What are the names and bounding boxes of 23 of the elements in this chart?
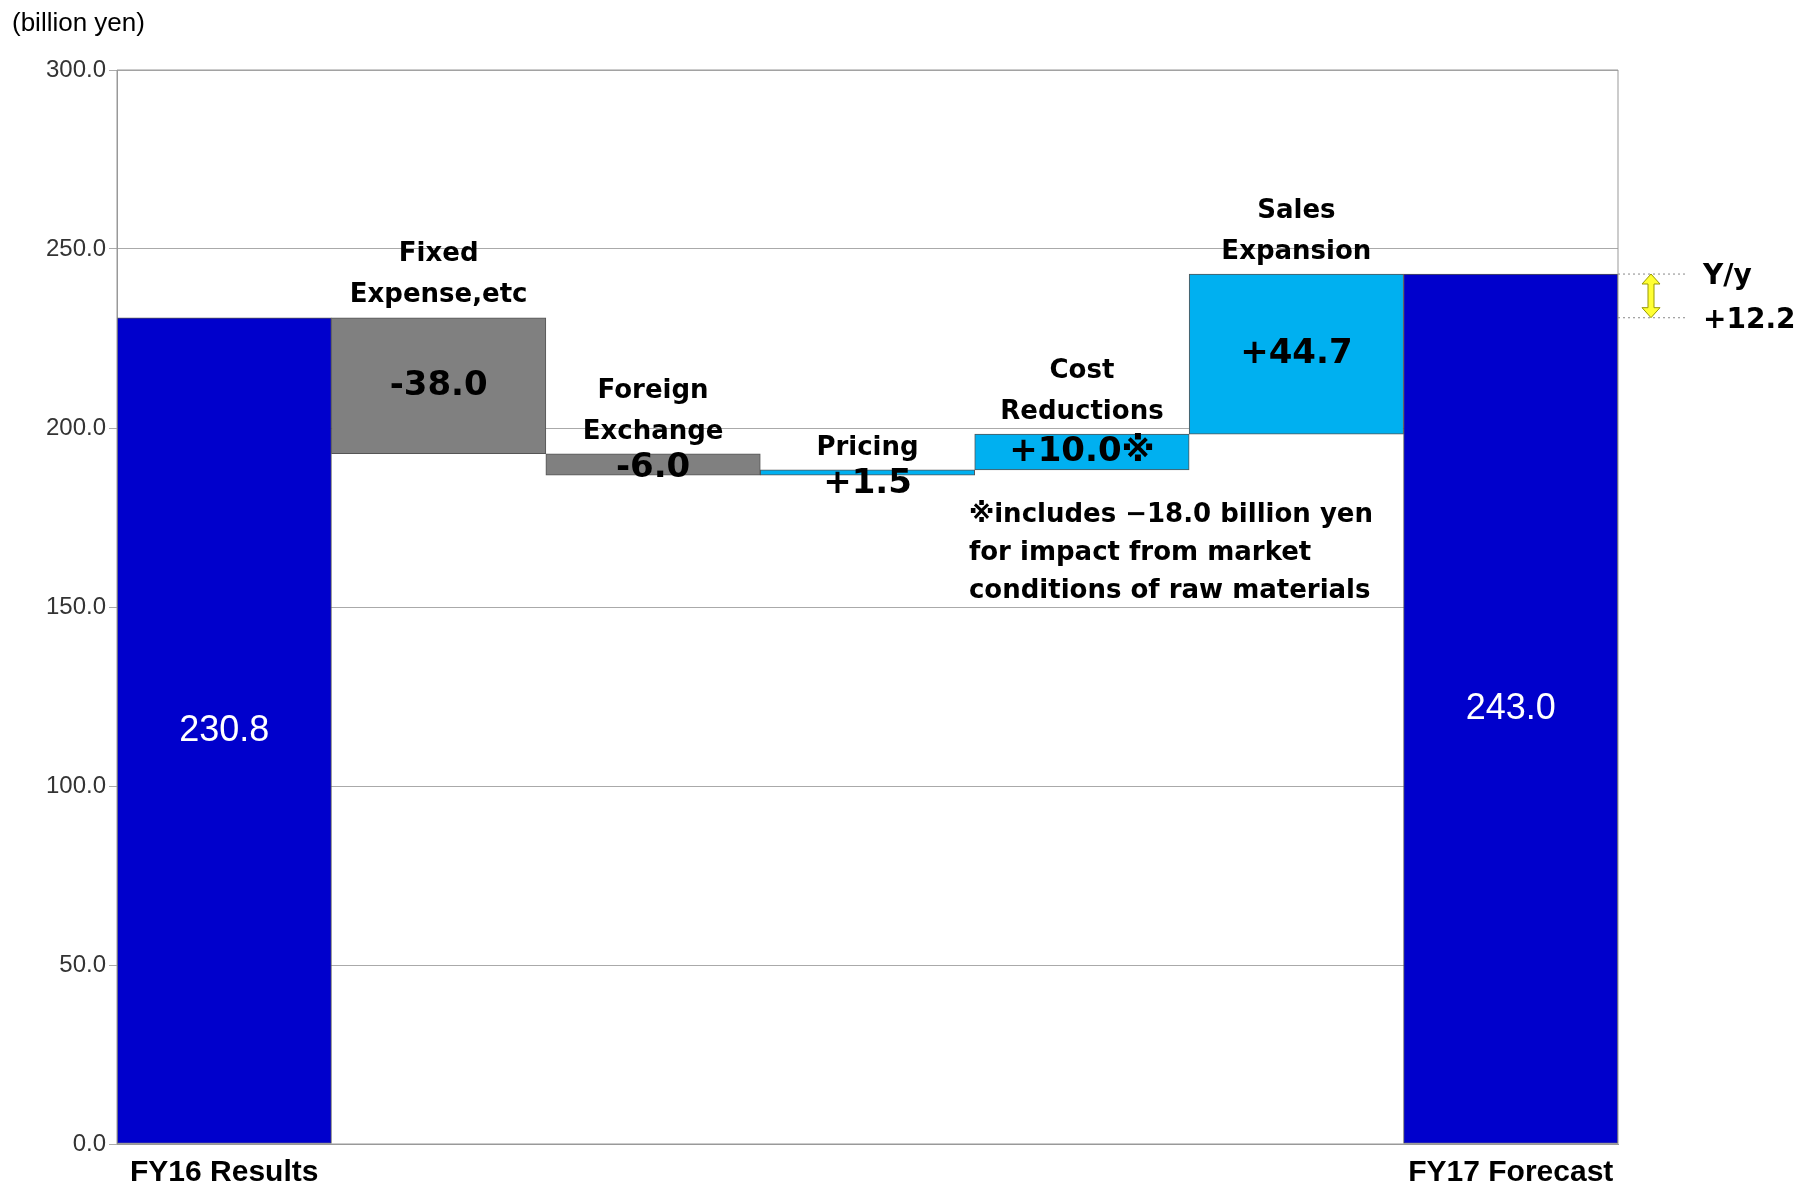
annotation: ※includes −18.0 billion yen for impact from market conditions of raw materials [968, 497, 1374, 604]
x-tick-label: Cost Reductions [1000, 353, 1164, 425]
data-label: 243.0 [1465, 685, 1556, 727]
y-tick-label: 50.0 [59, 949, 106, 977]
data-label: 230.8 [179, 707, 270, 749]
x-tick-label: Foreign Exchange [582, 373, 724, 445]
data-label: -6.0 [615, 444, 691, 485]
text: Y/y +12.2 [1702, 258, 1796, 336]
x-tick-label: Fixed Expense,etc [349, 237, 528, 309]
data-label: +44.7 [1240, 330, 1353, 371]
y-tick-label: 200.0 [45, 412, 106, 440]
x-tick-label: Pricing [816, 430, 919, 461]
x-tick-label: Sales Expansion [1221, 193, 1372, 265]
x-tick-label: FY16 Results [130, 1154, 319, 1188]
y-tick-label: 150.0 [45, 591, 106, 619]
y-tick-label: 300.0 [45, 54, 106, 82]
x-tick-label: FY17 Forecast [1408, 1154, 1614, 1188]
y-tick-label: 250.0 [45, 233, 106, 261]
data-label: -38.0 [389, 362, 488, 403]
y-tick-label: 100.0 [45, 770, 106, 798]
y-axis-title: (billion yen) [12, 7, 145, 38]
y-tick-label: 0.0 [72, 1128, 106, 1156]
data-label: +10.0※ [1009, 428, 1155, 469]
